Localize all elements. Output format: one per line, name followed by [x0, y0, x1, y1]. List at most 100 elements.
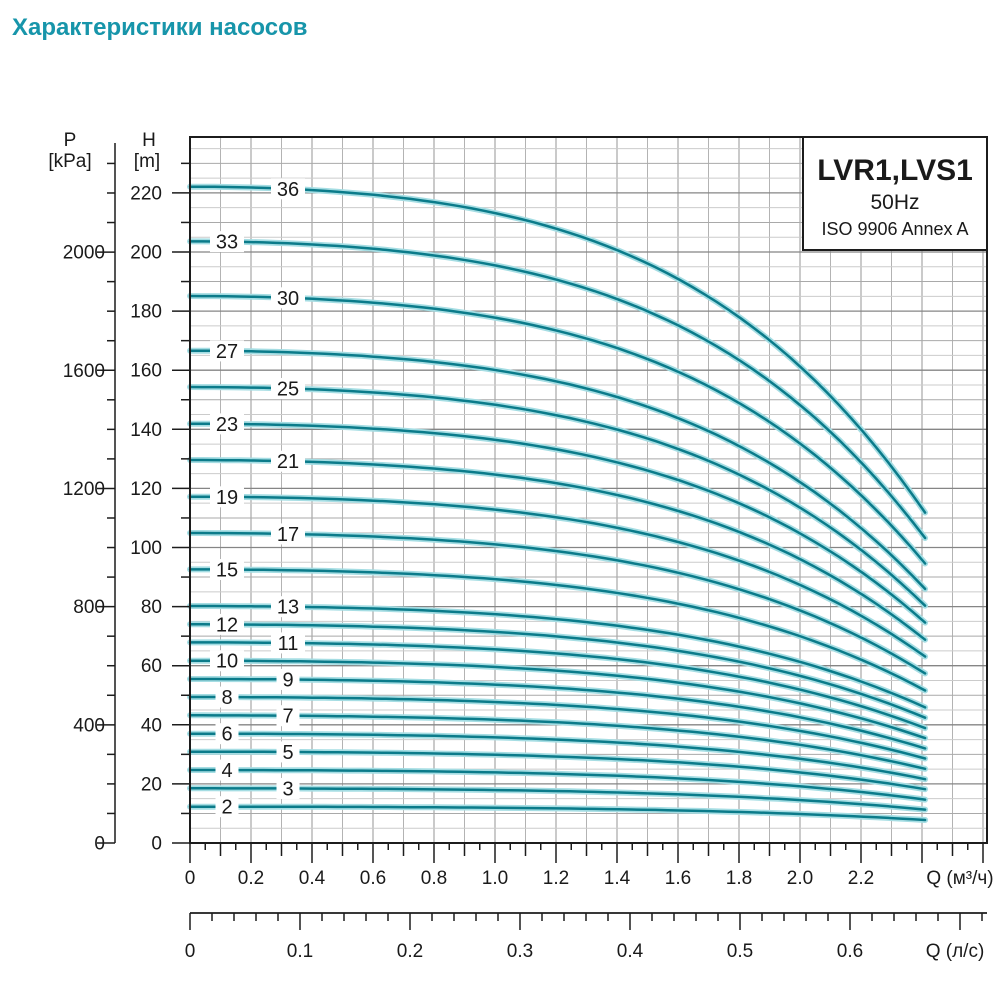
- curve-label-10: 10: [210, 650, 244, 673]
- curve-label-3: 3: [276, 777, 300, 800]
- curve-label-25: 25: [271, 377, 305, 400]
- pump-curve-36: [187, 183, 929, 516]
- pump-curve-25: [187, 384, 929, 609]
- svg-text:0.2: 0.2: [397, 941, 423, 962]
- svg-text:5: 5: [282, 742, 293, 764]
- svg-text:0.1: 0.1: [287, 941, 313, 962]
- svg-text:23: 23: [216, 414, 238, 436]
- svg-text:0.4: 0.4: [617, 941, 644, 962]
- p-axis: 0 400 800 1200 1600 2000 P[kPa]: [48, 130, 116, 855]
- svg-text:80: 80: [141, 597, 162, 618]
- svg-text:15: 15: [216, 559, 238, 581]
- svg-text:2000: 2000: [63, 243, 105, 264]
- svg-text:P: P: [64, 130, 77, 151]
- pump-curve-27: [187, 347, 929, 592]
- pump-curve-23: [187, 420, 929, 626]
- pump-curve-5: [187, 748, 929, 793]
- pump-curve-7: [187, 712, 929, 772]
- svg-text:400: 400: [73, 715, 105, 736]
- svg-text:20: 20: [141, 774, 162, 795]
- svg-text:3: 3: [282, 778, 293, 800]
- curve-label-8: 8: [215, 686, 239, 709]
- svg-text:0.3: 0.3: [507, 941, 533, 962]
- svg-text:40: 40: [141, 715, 162, 736]
- svg-text:0: 0: [94, 834, 105, 855]
- svg-text:30: 30: [277, 288, 299, 310]
- curve-label-21: 21: [271, 450, 305, 473]
- pump-curve-3: [187, 785, 929, 813]
- svg-text:12: 12: [216, 614, 238, 636]
- curve-label-9: 9: [276, 668, 300, 691]
- svg-text:1600: 1600: [63, 361, 105, 382]
- svg-text:200: 200: [130, 243, 162, 264]
- pump-curve-6: [187, 730, 929, 783]
- curve-label-23: 23: [210, 413, 244, 436]
- svg-text:[m]: [m]: [134, 151, 160, 172]
- pump-curve-15: [187, 566, 929, 694]
- svg-text:1.4: 1.4: [604, 868, 631, 889]
- svg-text:8: 8: [221, 687, 232, 709]
- curve-label-6: 6: [215, 723, 239, 746]
- svg-text:17: 17: [277, 524, 299, 546]
- pump-curve-17: [187, 530, 929, 677]
- svg-text:33: 33: [216, 232, 238, 254]
- pump-curves: [187, 183, 929, 823]
- svg-text:1.6: 1.6: [665, 868, 691, 889]
- svg-text:1200: 1200: [63, 479, 105, 500]
- svg-text:13: 13: [277, 597, 299, 619]
- legend-model: LVR1,LVS1: [817, 154, 973, 187]
- svg-text:7: 7: [282, 706, 293, 728]
- svg-text:0: 0: [151, 834, 162, 855]
- curve-label-17: 17: [271, 523, 305, 546]
- svg-text:2: 2: [221, 797, 232, 819]
- pump-curve-19: [187, 493, 929, 660]
- pump-curve-13: [187, 603, 929, 711]
- h-axis: 0 20 40 60 80 100 120 140 160 180 200 220 H[m]: [130, 130, 190, 855]
- curve-label-5: 5: [276, 741, 300, 764]
- svg-text:0.6: 0.6: [837, 941, 863, 962]
- svg-text:0: 0: [185, 868, 196, 889]
- svg-text:H: H: [142, 130, 156, 151]
- page-title: Характеристики насосов: [12, 14, 308, 41]
- svg-text:100: 100: [130, 538, 162, 559]
- svg-text:0.5: 0.5: [727, 941, 753, 962]
- svg-text:120: 120: [130, 479, 162, 500]
- svg-text:Q (л/с): Q (л/с): [926, 941, 985, 962]
- svg-text:2.2: 2.2: [848, 868, 874, 889]
- svg-text:25: 25: [277, 378, 299, 400]
- svg-text:Q (м³/ч): Q (м³/ч): [926, 868, 993, 889]
- plot-border: [189, 136, 988, 844]
- svg-text:800: 800: [73, 597, 105, 618]
- curve-label-27: 27: [210, 340, 244, 363]
- svg-text:220: 220: [130, 183, 162, 204]
- curve-label-12: 12: [210, 613, 244, 636]
- curve-label-7: 7: [276, 705, 300, 728]
- svg-text:0.4: 0.4: [299, 868, 326, 889]
- svg-text:1.0: 1.0: [482, 868, 508, 889]
- legend-standard: ISO 9906 Annex A: [821, 219, 968, 239]
- pump-curve-9: [187, 676, 929, 752]
- pump-curve-11: [187, 639, 929, 732]
- svg-text:36: 36: [277, 179, 299, 201]
- svg-text:10: 10: [216, 651, 238, 673]
- svg-text:11: 11: [278, 633, 299, 655]
- curve-label-2: 2: [215, 796, 239, 819]
- svg-text:180: 180: [130, 302, 162, 323]
- svg-text:60: 60: [141, 656, 162, 677]
- plot-grid: [190, 137, 987, 843]
- svg-text:9: 9: [282, 669, 293, 691]
- svg-text:1.8: 1.8: [726, 868, 752, 889]
- svg-text:1.2: 1.2: [543, 868, 569, 889]
- svg-text:21: 21: [277, 451, 299, 473]
- svg-text:19: 19: [216, 487, 238, 509]
- curve-label-30: 30: [271, 287, 305, 310]
- curve-label-36: 36: [271, 178, 305, 201]
- svg-text:4: 4: [221, 760, 232, 782]
- curve-label-11: 11: [271, 632, 305, 655]
- curve-label-4: 4: [215, 759, 239, 782]
- pump-curve-2: [187, 803, 929, 823]
- curve-label-19: 19: [210, 486, 244, 509]
- x-axis-ls: 0 0.1 0.2 0.3 0.4 0.5 0.6 Q (л/с): [185, 912, 987, 962]
